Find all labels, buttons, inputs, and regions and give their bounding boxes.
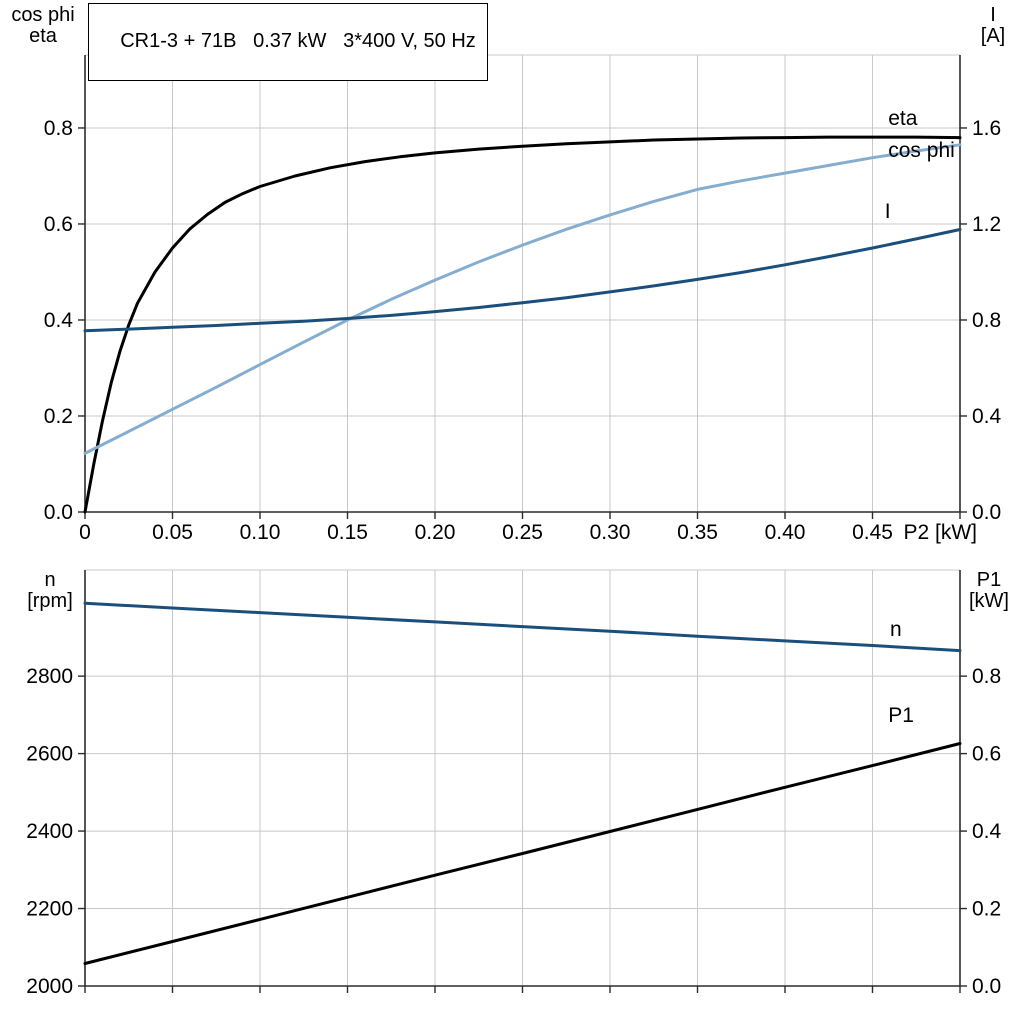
series-n [83,601,962,653]
tick-label-right: 0.0 [972,501,1001,524]
axis-title-line: [rpm] [27,590,73,612]
series-eta [83,135,962,514]
tick-label-x: 0.20 [415,521,456,544]
tick-label-left: 2800 [26,665,73,688]
tick-label-x: 0.10 [240,521,281,544]
tick-label-right: 0.8 [972,309,1001,332]
axis-title-current: I [A] [966,5,1020,47]
tick-label-right: 0.2 [972,898,1001,921]
tick-label-right: 1.2 [972,213,1001,236]
tick-label-right: 0.6 [972,743,1001,766]
tick-label-x: 0.40 [765,521,806,544]
tick-label-x: 0.35 [677,521,718,544]
tick-label-left: 0.0 [44,501,73,524]
series-label-cos-phi: cos phi [888,139,955,162]
series-label-P1: P1 [888,704,914,727]
chart-title: CR1-3 + 71B 0.37 kW 3*400 V, 50 Hz [120,30,476,52]
tick-label-right: 1.6 [972,117,1001,140]
axis-title-speed: n [rpm] [10,570,90,612]
axis-title-line: eta [29,25,57,47]
tick-label-right: 0.4 [972,820,1002,843]
axis-title-line: cos phi [11,4,75,26]
tick-label-x: 0 [79,521,91,544]
series-label-n: n [890,618,902,641]
axis-title-line: [A] [980,25,1006,47]
tick-label-left: 2600 [26,743,73,766]
axis-title-cosphi-eta: cos phi eta [4,5,82,47]
series-label-eta: eta [888,107,918,130]
tick-label-x: 0.45 [852,521,893,544]
tick-label-left: 0.4 [44,309,74,332]
series-P1 [83,742,962,965]
x-axis-unit-label: P2 [kW] [903,521,977,544]
tick-label-x: 0.30 [590,521,631,544]
tick-label-x: 0.05 [152,521,193,544]
axis-title-line: [kW] [969,590,1009,612]
series-cos-phi [83,143,962,455]
tick-label-x: 0.25 [502,521,543,544]
axis-title-line: P1 [976,569,1002,591]
chart-title-box: CR1-3 + 71B 0.37 kW 3*400 V, 50 Hz [88,3,488,81]
series-I [83,228,962,333]
series-label-I: I [885,200,891,223]
tick-label-right: 0.4 [972,405,1002,428]
tick-label-left: 0.8 [44,117,73,140]
tick-label-x: 0.15 [327,521,368,544]
chart-0: 0.0 0.2 0.4 0.6 0.8 0.0 0.4 0.8 1.2 1.6 0 0.05 0.10 0… [44,54,1002,544]
axis-title-p1: P1 [kW] [956,570,1022,612]
tick-label-left: 2200 [26,898,73,921]
chart-1: 2000 2200 2400 2600 2800 0.0 0.2 0.4 0.6 0.8 n P1 [26,569,1002,998]
tick-label-left: 0.6 [44,213,73,236]
tick-label-right: 0.8 [972,665,1001,688]
tick-label-left: 2000 [26,975,73,998]
axis-title-line: I [990,4,996,26]
tick-label-right: 0.0 [972,975,1001,998]
axis-title-line: n [44,569,56,591]
tick-label-left: 0.2 [44,405,73,428]
tick-label-left: 2400 [26,820,73,843]
